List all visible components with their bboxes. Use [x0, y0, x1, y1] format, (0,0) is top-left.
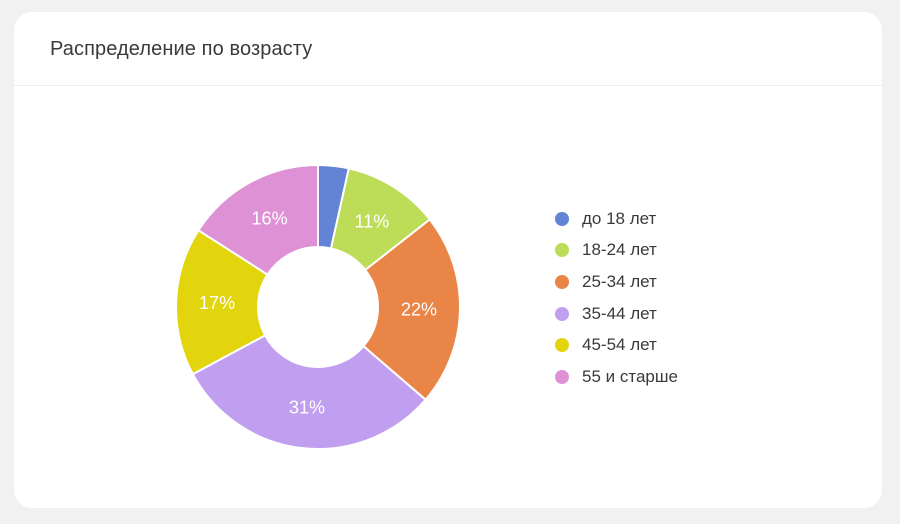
- legend-color-dot: [555, 369, 569, 384]
- card-title: Распределение по возрасту: [50, 38, 313, 60]
- legend-color-dot: [555, 243, 569, 258]
- legend-label: 45-54 лет: [582, 335, 657, 355]
- legend-color-dot: [555, 306, 569, 321]
- legend-item[interactable]: до 18 лет: [555, 203, 678, 235]
- legend-item[interactable]: 45-54 лет: [555, 329, 678, 361]
- legend-label: 25-34 лет: [582, 271, 657, 291]
- legend-label: 55 и старше: [582, 366, 678, 386]
- legend-color-dot: [555, 274, 569, 289]
- slice-data-label: 17%: [199, 293, 235, 313]
- legend-color-dot: [555, 211, 569, 226]
- chart-legend: до 18 лет 18-24 лет 25-34 лет 35-44 лет 45-5…: [555, 203, 678, 393]
- legend-item[interactable]: 25-34 лет: [555, 266, 678, 298]
- chart-area: 11% 22% 31% 17% 16% до 18 лет 18-24 лет 25-34 …: [14, 87, 882, 508]
- donut-slice[interactable]: [197, 163, 319, 276]
- chart-card: Распределение по возрасту 11% 22% 31% 17% 16…: [14, 12, 882, 508]
- legend-label: до 18 лет: [582, 208, 657, 228]
- legend-item[interactable]: 18-24 лет: [555, 235, 678, 267]
- donut-slice[interactable]: [362, 218, 461, 402]
- slice-data-label: 22%: [401, 299, 437, 319]
- legend-item[interactable]: 55 и старше: [555, 361, 678, 393]
- legend-item[interactable]: 35-44 лет: [555, 298, 678, 330]
- donut-chart: 11% 22% 31% 17% 16%: [175, 163, 461, 450]
- slice-data-label: 31%: [289, 397, 325, 417]
- card-header: Распределение по возрасту: [14, 12, 882, 86]
- legend-label: 35-44 лет: [582, 303, 657, 323]
- slice-data-label: 11%: [355, 212, 390, 232]
- legend-color-dot: [555, 338, 569, 353]
- slice-data-label: 16%: [252, 208, 288, 228]
- legend-label: 18-24 лет: [582, 240, 657, 260]
- donut-slice[interactable]: [191, 334, 427, 450]
- donut-slice[interactable]: [175, 228, 269, 376]
